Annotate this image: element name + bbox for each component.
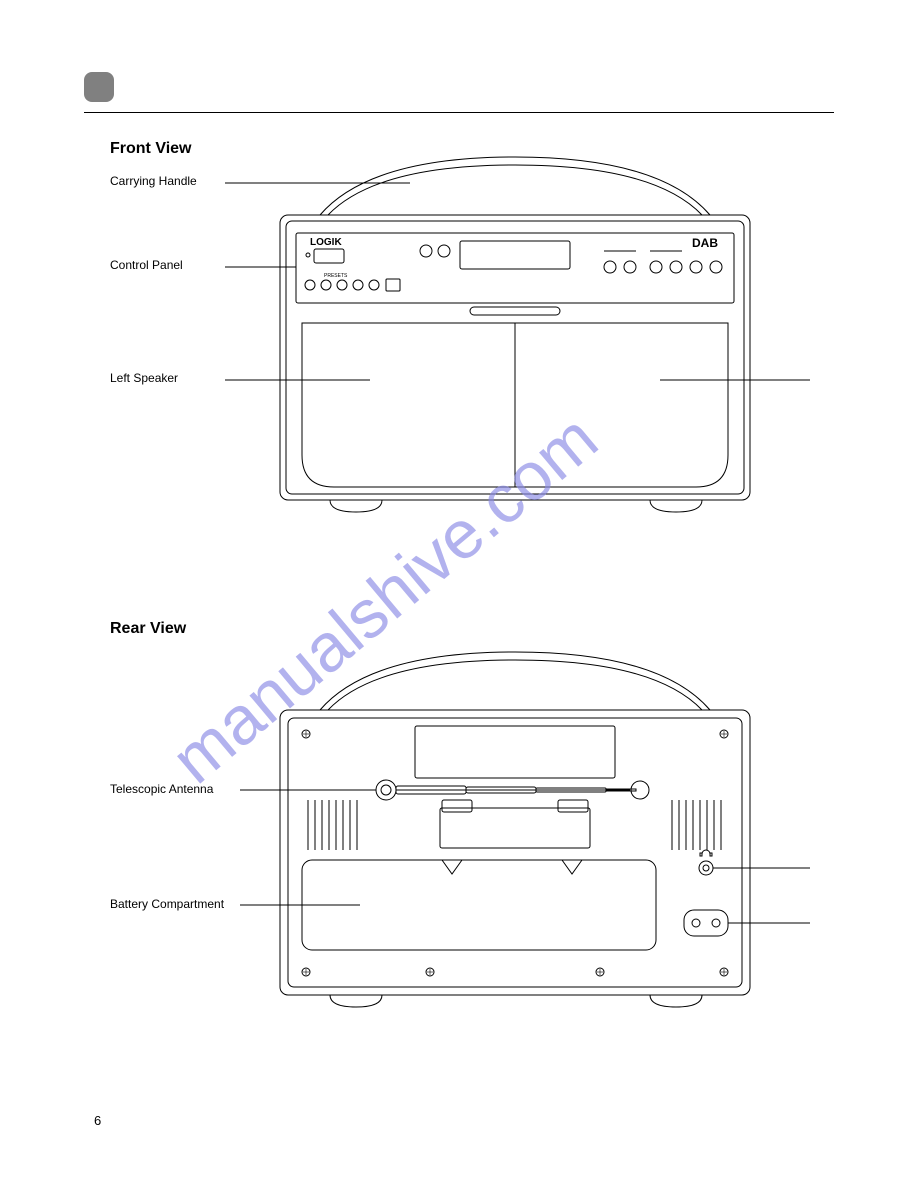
brand-text: LOGIK — [310, 237, 342, 248]
label-antenna: Telescopic Antenna — [110, 782, 214, 796]
dab-text: DAB — [692, 236, 718, 250]
header-rule — [84, 112, 834, 113]
label-battery: Battery Compartment — [110, 897, 225, 911]
front-view-diagram: LOGIK DAB PRESETS Carrying Handle Contro… — [110, 155, 810, 575]
section-title-rear: Rear View — [110, 620, 186, 638]
label-left-speaker: Left Speaker — [110, 371, 178, 385]
page-number: 6 — [94, 1113, 101, 1128]
label-control-panel: Control Panel — [110, 258, 183, 272]
label-handle: Carrying Handle — [110, 174, 197, 188]
rear-view-diagram: Telescopic Antenna Battery Compartment H… — [110, 650, 810, 1070]
page-badge — [84, 72, 114, 102]
preset-label: PRESETS — [324, 273, 348, 279]
